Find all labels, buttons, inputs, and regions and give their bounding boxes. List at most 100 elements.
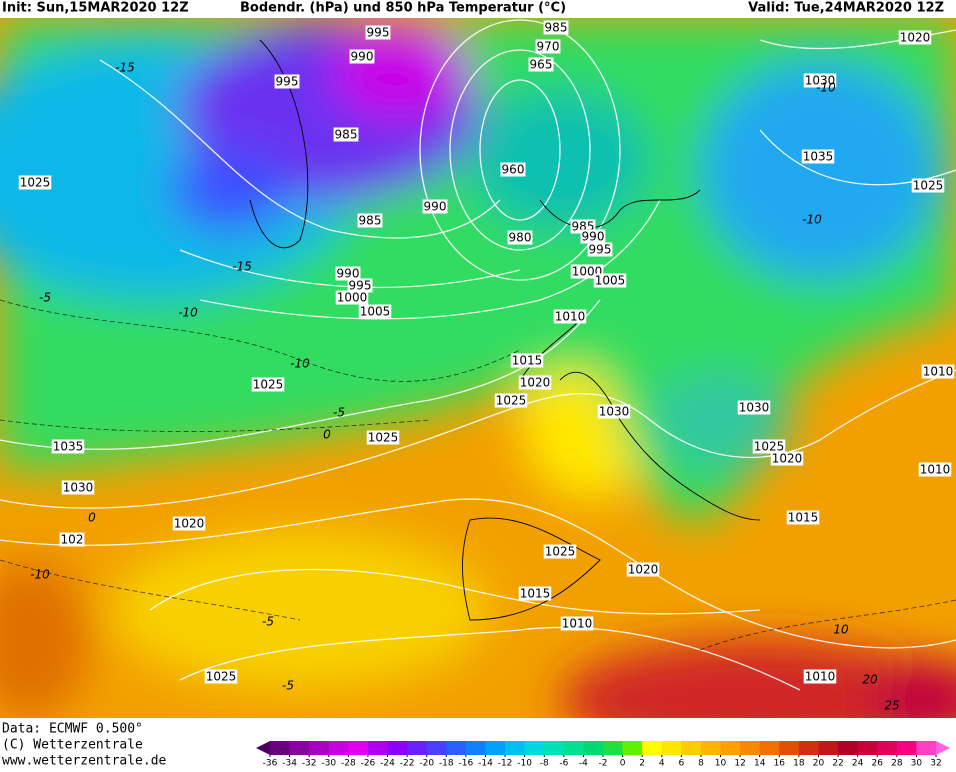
colorbar-swatch (622, 741, 643, 755)
isobar-label-box (786, 510, 820, 525)
colorbar-swatch (838, 741, 859, 755)
isobar-label: 965 (530, 58, 553, 72)
isobar-label: 1025 (754, 440, 785, 454)
colorbar-tick-label: -16 (459, 759, 474, 769)
isobar-label-box (803, 73, 837, 88)
isobar-label-box (358, 304, 392, 319)
isobar-label: 985 (545, 21, 568, 35)
colorbar-tick-label: 4 (659, 759, 665, 769)
colorbar-tick-label: -30 (321, 759, 336, 769)
isobar-label: 1030 (805, 74, 836, 88)
isobar-label-box (349, 49, 375, 64)
colorbar-tick-label: -12 (498, 759, 513, 769)
map-title: Bodendr. (hPa) und 850 hPa Temperatur (°… (240, 1, 566, 16)
isobar-label-box (61, 480, 95, 495)
colorbar-swatch (426, 741, 447, 755)
isobar-label: 1025 (206, 670, 237, 684)
isobar-label: 995 (589, 243, 612, 257)
colorbar-swatch (544, 741, 565, 755)
colorbar-tick-label: -34 (282, 759, 297, 769)
isobar-label: 102 (61, 533, 84, 547)
isobar-label-box (593, 273, 627, 288)
colorbar-swatch (700, 741, 722, 755)
colorbar-tick-label: -6 (559, 759, 568, 769)
colorbar-tick-label: -2 (599, 759, 608, 769)
colorbar-swatch (740, 741, 761, 755)
colorbar-swatch (681, 741, 702, 755)
isobar-label: 1005 (360, 305, 391, 319)
colorbar-swatch (446, 741, 467, 755)
isobar-label-box (921, 364, 955, 379)
colorbar-tick-label: -14 (478, 759, 493, 769)
colorbar-tick-label: -8 (540, 759, 549, 769)
colorbar-swatch (465, 741, 486, 755)
isobar-label: 1020 (772, 452, 803, 466)
website: www.wetterzentrale.de (2, 754, 167, 769)
colorbar-tick-label: 30 (911, 759, 923, 769)
colorbar-tick-label: 2 (639, 759, 645, 769)
isobar-label-box (357, 213, 383, 228)
colorbar-swatch (661, 741, 682, 755)
isobar-label: 1025 (913, 179, 944, 193)
colorbar-swatch (896, 741, 917, 755)
isotherm-label: -5 (39, 291, 51, 305)
colorbar-swatch (759, 741, 780, 755)
isobar-label-box (770, 451, 804, 466)
isobar-label-box (587, 242, 613, 257)
colorbar-swatch (603, 741, 624, 755)
colorbar-swatch (642, 741, 663, 755)
colorbar-tick-label: 12 (734, 759, 745, 769)
colorbar-swatch (289, 741, 310, 755)
isobar-label-box (553, 309, 587, 324)
isobar-label-box (911, 178, 945, 193)
isobar-label-box (518, 586, 552, 601)
colorbar-tick-label: -28 (341, 759, 356, 769)
colorbar-swatch (309, 741, 330, 755)
colorbar-tick-label: -18 (439, 759, 454, 769)
isotherm-label: 0 (323, 428, 331, 442)
isotherm-label: 10 (833, 623, 849, 637)
colorbar-swatch (877, 741, 898, 755)
isobar-label: 1020 (900, 31, 931, 45)
valid-time: Valid: Tue,24MAR2020 12Z (748, 1, 944, 16)
colorbar-swatch (270, 741, 291, 755)
isobar-label-box (172, 516, 206, 531)
isobar-label-box (347, 278, 373, 293)
isobar-label: 990 (351, 50, 374, 64)
colorbar-tick-label: -22 (400, 759, 415, 769)
isobar-label-box (752, 439, 786, 454)
isotherm-label: -5 (282, 679, 294, 693)
isobar-label-box (580, 229, 606, 244)
isotherm-label: 25 (884, 699, 899, 713)
isobar-label-box (597, 404, 631, 419)
isotherm-label: -10 (816, 81, 836, 95)
isobar-label-box (801, 149, 835, 164)
isobar-label: 1010 (555, 310, 586, 324)
colorbar-tick-label: -32 (302, 759, 317, 769)
isobar-label-box (918, 462, 952, 477)
isobar-label-box (543, 544, 577, 559)
isobar-label: 1035 (803, 150, 834, 164)
colorbar: -36 -34 -32 -30 -28 -26 -24 -22 -20 -18 -16 -14 -12-… (256, 741, 950, 769)
isobar-label-box (898, 30, 932, 45)
isobar-label-box (560, 616, 594, 631)
isobar-label-box (494, 393, 528, 408)
colorbar-swatch (563, 741, 584, 755)
colorbar-tick-label: -36 (263, 759, 278, 769)
isobar-label: 1030 (63, 481, 94, 495)
colorbar-tick-label: 26 (872, 759, 884, 769)
isobar-label: 995 (367, 26, 390, 40)
colorbar-tick-label: -10 (517, 759, 532, 769)
isobar-label: 1010 (562, 617, 593, 631)
isobar-label: 1015 (520, 587, 551, 601)
colorbar-swatch (779, 741, 800, 755)
isotherm-label: 20 (862, 673, 878, 687)
isobar-label: 995 (349, 279, 372, 293)
colorbar-tick-label: -24 (380, 759, 395, 769)
isobar-label: 995 (276, 75, 299, 89)
colorbar-swatch (524, 741, 545, 755)
isobar-label: 1025 (253, 378, 284, 392)
colorbar-tick-label: 24 (852, 759, 864, 769)
isobar-label-box (251, 377, 285, 392)
